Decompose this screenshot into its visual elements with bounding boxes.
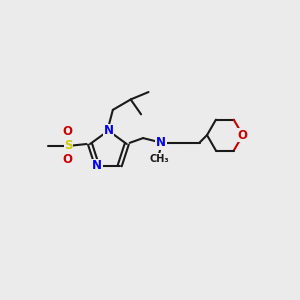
Text: O: O bbox=[63, 153, 73, 166]
Text: N: N bbox=[156, 136, 166, 149]
Text: O: O bbox=[238, 129, 248, 142]
Text: O: O bbox=[63, 125, 73, 138]
Text: N: N bbox=[103, 124, 113, 137]
Text: S: S bbox=[64, 139, 73, 152]
Text: N: N bbox=[92, 159, 102, 172]
Text: CH₃: CH₃ bbox=[150, 154, 169, 164]
